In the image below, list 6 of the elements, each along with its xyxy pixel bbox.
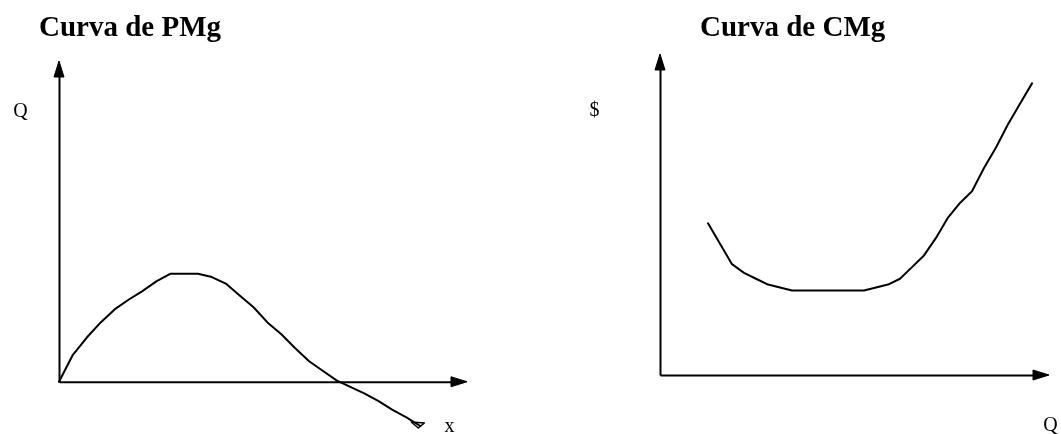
x-axis-title: x	[444, 414, 455, 434]
x-axis-title: Q	[1043, 412, 1059, 434]
y-axis-title: $	[589, 97, 600, 120]
chart-title: Curva de CMg	[700, 10, 886, 42]
y-axis-title: Q	[13, 98, 29, 121]
chart-title: Curva de PMg	[39, 10, 222, 42]
